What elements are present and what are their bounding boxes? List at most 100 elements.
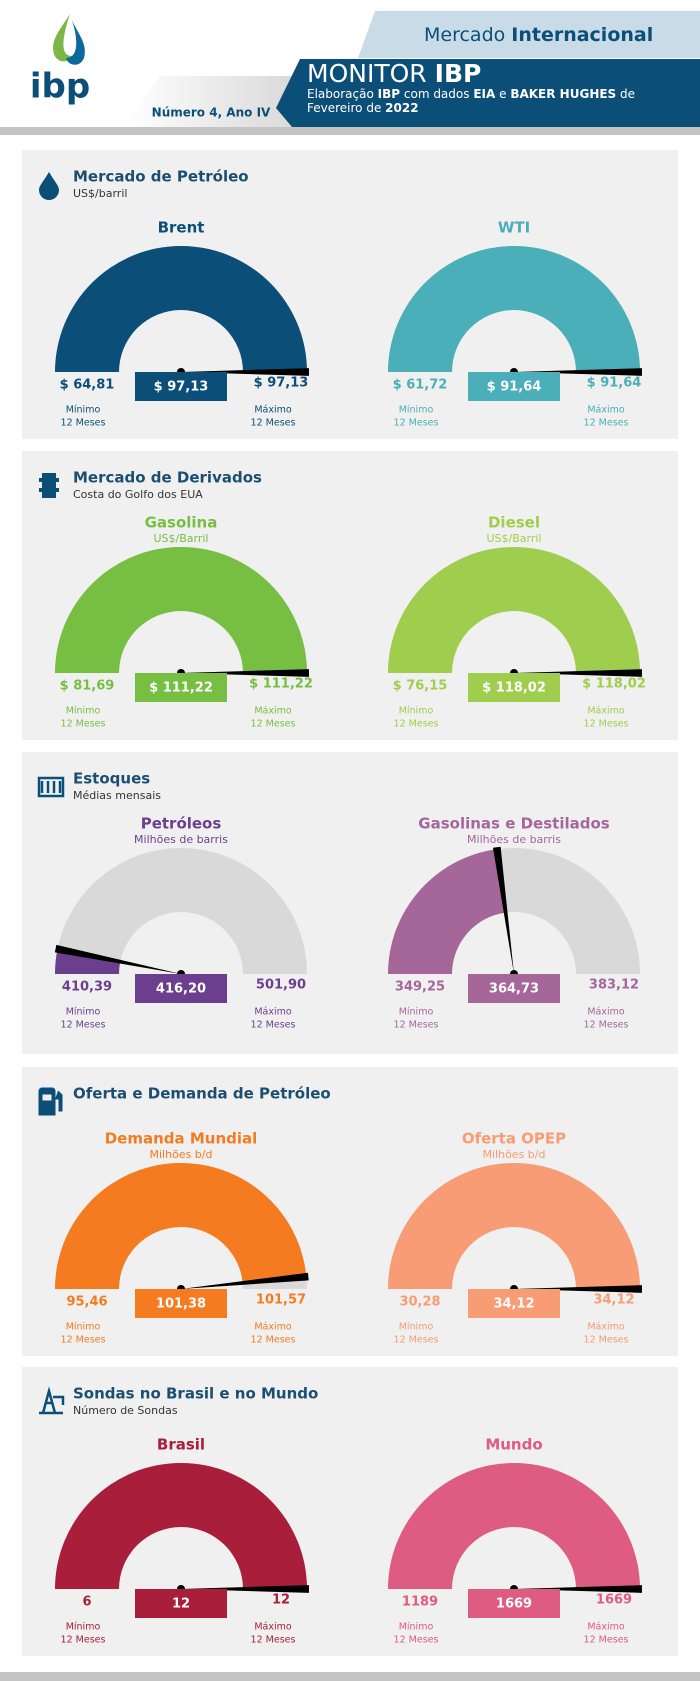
- max-caption: Máximo: [587, 405, 625, 416]
- gauge-max: 34,12: [593, 1293, 634, 1308]
- gauge-max: 1669: [596, 1593, 632, 1608]
- gauge-fill: [55, 1463, 307, 1589]
- min-period: 12 Meses: [394, 418, 439, 429]
- gauge-min: 410,39: [62, 980, 112, 995]
- gauge-max: $ 118,02: [582, 677, 646, 692]
- max-caption: Máximo: [254, 706, 292, 717]
- gauge-fill: [55, 246, 307, 372]
- max-period: 12 Meses: [251, 1335, 296, 1346]
- subtitle-run: e: [499, 87, 507, 101]
- icon: [38, 1087, 63, 1116]
- max-period: 12 Meses: [251, 1020, 296, 1031]
- max-period: 12 Meses: [584, 719, 629, 730]
- gauge-needle: [514, 1585, 642, 1593]
- gauge-value: $ 91,64: [487, 380, 542, 395]
- min-caption: Mínimo: [66, 1322, 101, 1333]
- min-period: 12 Meses: [61, 1635, 106, 1646]
- value-box: [468, 673, 560, 702]
- section-subtitle: US$/barril: [73, 187, 127, 200]
- gauge-title: Mundo: [485, 1436, 542, 1454]
- max-caption: Máximo: [254, 1622, 292, 1633]
- gauge-min: $ 64,81: [60, 378, 115, 393]
- min-caption: Mínimo: [66, 1007, 101, 1018]
- gauge-max: 383,12: [589, 978, 639, 993]
- subtitle-run: IBP: [377, 87, 401, 101]
- max-caption: Máximo: [254, 1007, 292, 1018]
- max-caption: Máximo: [587, 1322, 625, 1333]
- gauge-min: 349,25: [395, 980, 445, 995]
- header-rule: [0, 127, 700, 135]
- min-caption: Mínimo: [66, 706, 101, 717]
- max-period: 12 Meses: [251, 1635, 296, 1646]
- value-box: [468, 1289, 560, 1318]
- min-caption: Mínimo: [66, 1622, 101, 1633]
- header-band: [358, 11, 700, 58]
- gauge-max: 501,90: [256, 978, 306, 993]
- min-period: 12 Meses: [61, 1020, 106, 1031]
- section-subtitle: Costa do Golfo dos EUA: [73, 488, 203, 501]
- gauge-value: 364,73: [489, 982, 539, 997]
- subtitle-run: Elaboração: [307, 87, 374, 101]
- gauge-fill: [55, 547, 307, 673]
- gauge-max: $ 97,13: [254, 376, 309, 391]
- subtitle-run: de Fevereiro de: [307, 87, 636, 115]
- min-period: 12 Meses: [394, 1635, 439, 1646]
- gauge-needle: [514, 1285, 642, 1293]
- max-period: 12 Meses: [584, 1335, 629, 1346]
- gauge-needle: [181, 368, 309, 376]
- gauge-min: $ 76,15: [393, 679, 448, 694]
- max-period: 12 Meses: [584, 418, 629, 429]
- gauge-fill: [55, 949, 121, 974]
- section-title: Estoques: [73, 770, 150, 788]
- gauge-value: 12: [172, 1597, 190, 1612]
- value-box: [135, 1289, 227, 1318]
- header-section: Mercado Internacional: [424, 24, 653, 46]
- issue: Número 4, Ano IV: [152, 106, 271, 120]
- gauge-title: Brent: [158, 219, 205, 237]
- logo-drop: [66, 20, 85, 65]
- gauge-value: 34,12: [493, 1297, 534, 1312]
- max-period: 12 Meses: [251, 418, 296, 429]
- gauge-needle: [492, 846, 514, 974]
- gauge-title: Brasil: [157, 1436, 205, 1454]
- max-period: 12 Meses: [584, 1635, 629, 1646]
- gauge-track: [55, 848, 307, 974]
- gauge-unit: Milhões de barris: [467, 833, 561, 846]
- gauge-needle: [514, 368, 642, 376]
- subtitle-run: 2022: [385, 101, 419, 115]
- min-caption: Mínimo: [399, 706, 434, 717]
- gauge-min: 95,46: [66, 1295, 107, 1310]
- min-period: 12 Meses: [61, 719, 106, 730]
- icon: [37, 776, 65, 798]
- min-period: 12 Meses: [61, 418, 106, 429]
- gauge-max: $ 91,64: [587, 376, 642, 391]
- section-title: Oferta e Demanda de Petróleo: [73, 1085, 331, 1103]
- subtitle-run: EIA: [473, 87, 496, 101]
- section-title: Mercado de Derivados: [73, 469, 262, 487]
- min-caption: Mínimo: [399, 1322, 434, 1333]
- min-caption: Mínimo: [399, 1007, 434, 1018]
- header-subtitle: Elaboração IBP com dados EIA e BAKER HUG…: [307, 87, 667, 115]
- gauge-value: $ 97,13: [154, 380, 209, 395]
- gauge-fill: [388, 1163, 640, 1289]
- max-caption: Máximo: [587, 1007, 625, 1018]
- gauge-max: 101,57: [256, 1293, 306, 1308]
- value-box: [135, 974, 227, 1003]
- section-title: Mercado de Petróleo: [73, 168, 249, 186]
- gauge-min: 6: [82, 1595, 91, 1610]
- gauge-unit: US$/Barril: [154, 532, 209, 545]
- gauge-min: $ 81,69: [60, 679, 115, 694]
- gauge-fill: [388, 1463, 640, 1589]
- gauge-title: WTI: [498, 219, 530, 237]
- min-caption: Mínimo: [399, 1622, 434, 1633]
- min-period: 12 Meses: [394, 1020, 439, 1031]
- gauge-fill: [388, 547, 640, 673]
- value-box: [468, 974, 560, 1003]
- gauge-fill: [388, 246, 640, 372]
- section-title: Sondas no Brasil e no Mundo: [73, 1385, 318, 1403]
- issue-band: [124, 76, 310, 127]
- max-period: 12 Meses: [584, 1020, 629, 1031]
- gauge-title: Oferta OPEP: [462, 1130, 566, 1148]
- max-period: 12 Meses: [251, 719, 296, 730]
